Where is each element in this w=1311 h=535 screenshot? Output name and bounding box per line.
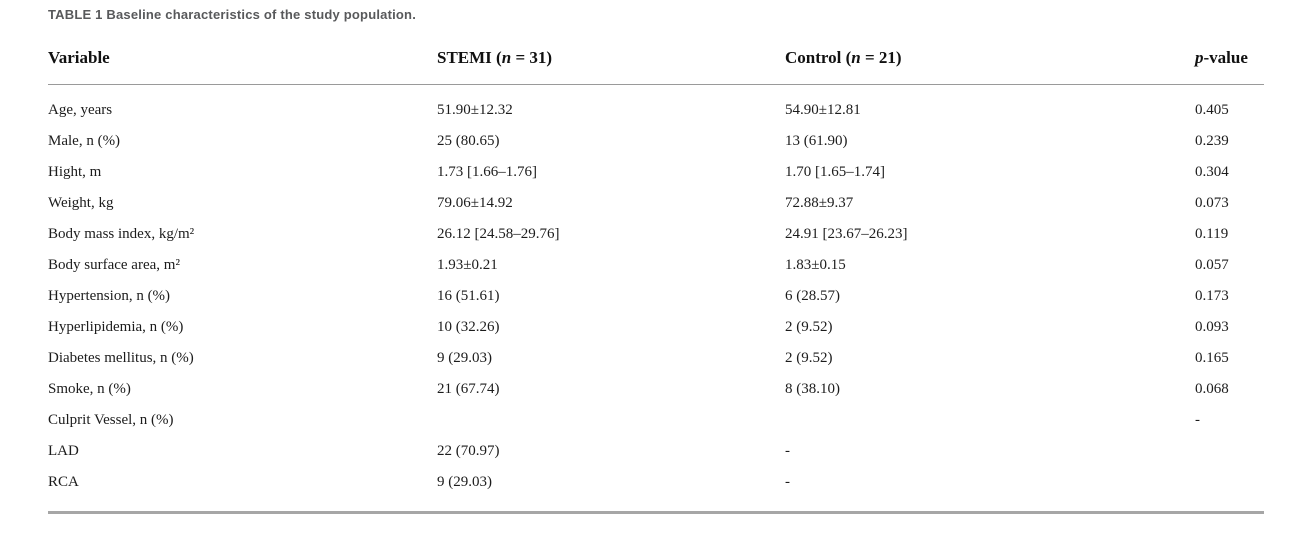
cell-p: - xyxy=(1195,412,1200,428)
control-header-suffix: = 21) xyxy=(860,48,902,67)
cell-p xyxy=(1195,436,1264,467)
control-header-n: n xyxy=(851,48,861,67)
cell-control: 2 (9.52) xyxy=(785,350,833,366)
cell-stemi: 9 (29.03) xyxy=(437,474,492,490)
cell-p: 0.405 xyxy=(1195,102,1229,118)
column-header-stemi: STEMI (n = 31) xyxy=(437,22,785,85)
cell-stemi: 1.73 [1.66–1.76] xyxy=(437,164,537,180)
paper-table-page: TABLE 1 Baseline characteristics of the … xyxy=(0,7,1311,535)
cell-control: 2 (9.52) xyxy=(785,319,833,335)
cell-control: 24.91 [23.67–26.23] xyxy=(785,226,908,242)
cell-control: - xyxy=(785,443,790,459)
cell-stemi: 1.93±0.21 xyxy=(437,257,498,273)
cell-p: 0.165 xyxy=(1195,350,1229,366)
cell-p: 0.093 xyxy=(1195,319,1229,335)
table-row: Weight, kg 79.06±14.92 72.88±9.37 0.073 xyxy=(48,188,1264,219)
baseline-characteristics-table: Variable STEMI (n = 31) Control (n = 21)… xyxy=(48,22,1264,514)
cell-p: 0.068 xyxy=(1195,381,1229,397)
cell-variable: Body mass index, kg/m² xyxy=(48,226,195,242)
cell-control: 1.70 [1.65–1.74] xyxy=(785,164,885,180)
cell-stemi: 21 (67.74) xyxy=(437,381,500,397)
cell-variable: Hight, m xyxy=(48,164,102,180)
cell-variable: Hypertension, n (%) xyxy=(48,288,171,304)
cell-variable: RCA xyxy=(48,474,79,490)
cell-variable: Body surface area, m² xyxy=(48,257,180,273)
cell-variable: Smoke, n (%) xyxy=(48,381,131,397)
cell-stemi: 9 (29.03) xyxy=(437,350,492,366)
cell-p: 0.057 xyxy=(1195,257,1229,273)
column-header-control: Control (n = 21) xyxy=(785,22,1195,85)
table-row: Age, years 51.90±12.32 54.90±12.81 0.405 xyxy=(48,85,1264,127)
table-row: LAD 22 (70.97) - xyxy=(48,436,1264,467)
cell-variable: Diabetes mellitus, n (%) xyxy=(48,350,194,366)
cell-variable: Age, years xyxy=(48,102,113,118)
stemi-header-prefix: STEMI ( xyxy=(437,48,502,67)
cell-stemi: 79.06±14.92 xyxy=(437,195,513,211)
column-header-variable: Variable xyxy=(48,22,437,85)
table-row: Culprit Vessel, n (%) - xyxy=(48,405,1264,436)
cell-control: 1.83±0.15 xyxy=(785,257,846,273)
cell-p: 0.073 xyxy=(1195,195,1229,211)
table-row: Body surface area, m² 1.93±0.21 1.83±0.15 0… xyxy=(48,250,1264,281)
column-header-pvalue: p-value xyxy=(1195,22,1264,85)
table-header: Variable STEMI (n = 31) Control (n = 21)… xyxy=(48,22,1264,85)
cell-variable: LAD xyxy=(48,443,79,459)
control-header-prefix: Control ( xyxy=(785,48,852,67)
cell-stemi: 26.12 [24.58–29.76] xyxy=(437,226,560,242)
table-row: Smoke, n (%) 21 (67.74) 8 (38.10) 0.068 xyxy=(48,374,1264,405)
variable-header-label: Variable xyxy=(48,48,110,67)
pvalue-header-p: p xyxy=(1195,48,1204,67)
cell-stemi: 51.90±12.32 xyxy=(437,102,513,118)
table-row: Hyperlipidemia, n (%) 10 (32.26) 2 (9.52) 0… xyxy=(48,312,1264,343)
table-row: RCA 9 (29.03) - xyxy=(48,467,1264,513)
cell-p: 0.239 xyxy=(1195,133,1229,149)
cell-stemi: 10 (32.26) xyxy=(437,319,500,335)
table-row: Diabetes mellitus, n (%) 9 (29.03) 2 (9.52… xyxy=(48,343,1264,374)
cell-p: 0.173 xyxy=(1195,288,1229,304)
table-row: Hight, m 1.73 [1.66–1.76] 1.70 [1.65–1.74]… xyxy=(48,157,1264,188)
pvalue-header-rest: -value xyxy=(1203,48,1248,67)
cell-control: 54.90±12.81 xyxy=(785,102,861,118)
table-row: Hypertension, n (%) 16 (51.61) 6 (28.57) 0.… xyxy=(48,281,1264,312)
cell-stemi: 16 (51.61) xyxy=(437,288,500,304)
header-row: Variable STEMI (n = 31) Control (n = 21)… xyxy=(48,22,1264,85)
table-caption: TABLE 1 Baseline characteristics of the … xyxy=(48,7,417,22)
stemi-header-n: n xyxy=(501,48,512,67)
cell-p: 0.304 xyxy=(1195,164,1229,180)
cell-stemi xyxy=(437,405,785,436)
cell-control: 8 (38.10) xyxy=(785,381,840,397)
table-row: Body mass index, kg/m² 26.12 [24.58–29.76… xyxy=(48,219,1264,250)
cell-variable: Weight, kg xyxy=(48,195,114,211)
table-row: Male, n (%) 25 (80.65) 13 (61.90) 0.239 xyxy=(48,126,1264,157)
cell-stemi: 22 (70.97) xyxy=(437,443,500,459)
cell-variable: Culprit Vessel, n (%) xyxy=(48,412,174,428)
cell-p xyxy=(1195,467,1264,513)
cell-control: 6 (28.57) xyxy=(785,288,840,304)
cell-control: 13 (61.90) xyxy=(785,133,848,149)
cell-variable: Hyperlipidemia, n (%) xyxy=(48,319,184,335)
cell-variable: Male, n (%) xyxy=(48,133,121,149)
cell-control: - xyxy=(785,474,790,490)
table-body: Age, years 51.90±12.32 54.90±12.81 0.405 Mal… xyxy=(48,85,1264,513)
cell-control: 72.88±9.37 xyxy=(785,195,854,211)
cell-stemi: 25 (80.65) xyxy=(437,133,500,149)
cell-control xyxy=(785,405,1195,436)
cell-p: 0.119 xyxy=(1195,226,1229,242)
stemi-header-suffix: = 31) xyxy=(511,48,553,67)
